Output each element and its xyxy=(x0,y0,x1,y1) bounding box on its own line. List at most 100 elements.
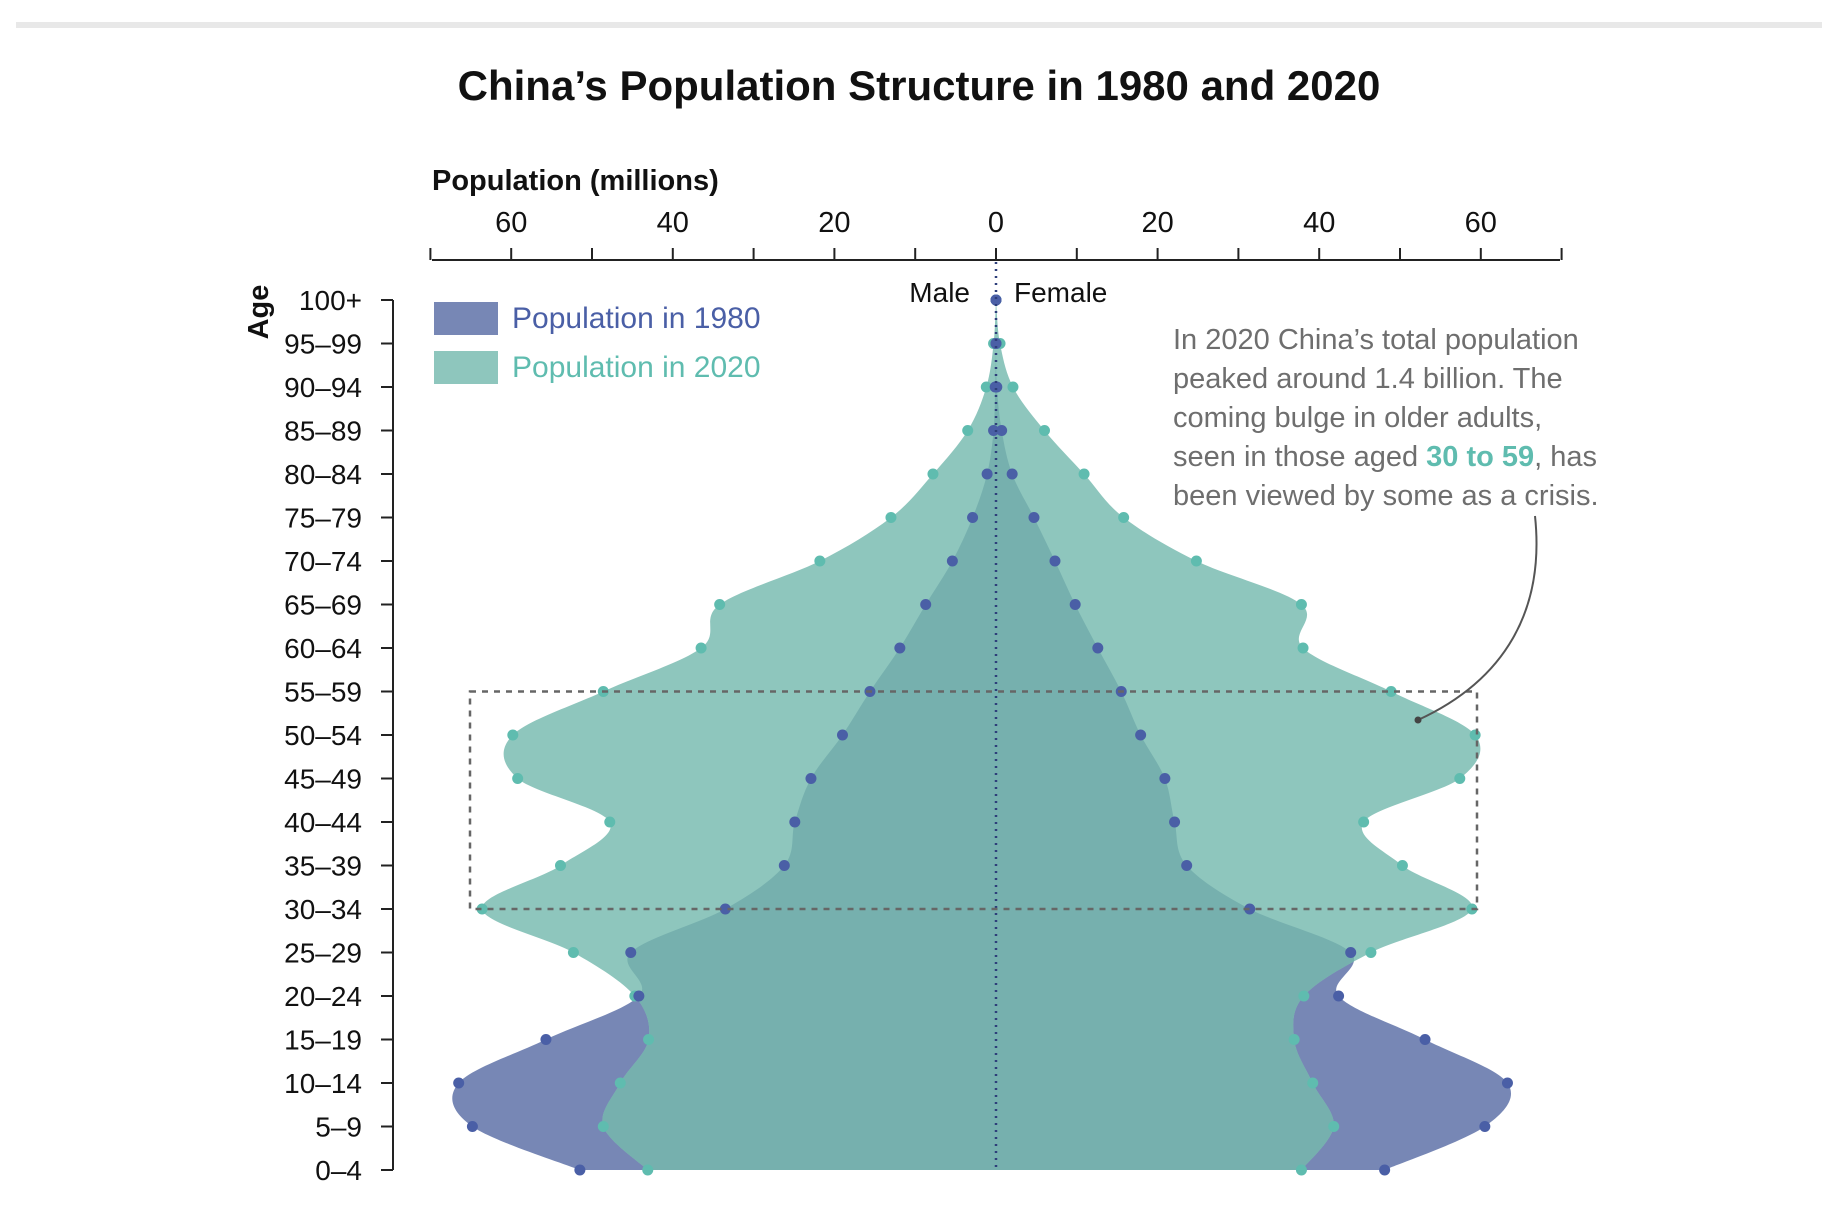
point-2020-female xyxy=(1454,773,1466,784)
point-1980-male xyxy=(625,947,637,958)
annotation: In 2020 China’s total population peaked … xyxy=(1173,324,1599,724)
point-2020-female xyxy=(1295,1164,1307,1176)
point-1980-female xyxy=(1501,1077,1513,1089)
y-axis: 0–4 5–9 10–14 15–19 20–24 25–29 30–34 35–39 40–4… xyxy=(284,285,394,1186)
annotation-leader-dot xyxy=(1414,716,1422,724)
point-2020-male xyxy=(695,642,707,654)
age-label: 55–59 xyxy=(284,677,362,708)
point-2020-male xyxy=(554,860,566,871)
point-2020-male xyxy=(980,381,992,393)
annotation-line-1: In 2020 China’s total population xyxy=(1173,324,1579,356)
point-1980-female xyxy=(1479,1121,1491,1132)
x-tick-label: 60 xyxy=(1465,207,1497,239)
point-2020-male xyxy=(643,1034,655,1045)
point-1980-male xyxy=(719,903,731,915)
annotation-line-5: been viewed by some as a crisis. xyxy=(1173,480,1599,512)
legend-swatch-2020 xyxy=(434,351,498,384)
point-2020-male xyxy=(714,599,726,610)
point-1980-female xyxy=(1333,990,1345,1002)
point-1980-male xyxy=(805,773,817,784)
point-2020-male xyxy=(642,1164,654,1176)
point-2020-male xyxy=(567,947,579,958)
point-2020-female xyxy=(1190,555,1202,567)
point-1980-male xyxy=(894,642,906,654)
point-1980-female xyxy=(1135,729,1147,741)
area-overlap xyxy=(482,300,1481,1170)
age-label: 0–4 xyxy=(315,1155,362,1186)
age-label: 85–89 xyxy=(284,416,362,447)
point-1980-male xyxy=(574,1164,586,1176)
point-2020-male xyxy=(885,512,897,523)
x-tick-label: 20 xyxy=(1141,207,1173,239)
point-1980-female xyxy=(1379,1164,1391,1176)
age-label: 25–29 xyxy=(284,938,362,969)
age-label: 95–99 xyxy=(284,329,362,360)
point-1980-male xyxy=(778,860,790,871)
annotation-line-4-start: seen in those aged xyxy=(1173,441,1426,473)
male-label: Male xyxy=(909,277,970,308)
x-axis: 60 40 20 0 20 40 60 xyxy=(429,207,1563,261)
age-label: 50–54 xyxy=(284,720,362,751)
annotation-line-4: seen in those aged 30 to 59, has xyxy=(1173,441,1597,473)
legend: Population in 1980 Population in 2020 xyxy=(434,302,761,384)
age-label: 90–94 xyxy=(284,372,362,403)
x-tick-label: 40 xyxy=(1303,207,1335,239)
age-label: 60–64 xyxy=(284,633,362,664)
point-2020-female xyxy=(1038,425,1050,436)
point-2020-female xyxy=(1078,468,1090,480)
annotation-leader-line xyxy=(1417,515,1538,721)
legend-label-2020: Population in 2020 xyxy=(512,351,761,384)
x-axis-title: Population (millions) xyxy=(432,165,719,197)
point-2020-female xyxy=(1396,860,1408,871)
point-2020-male xyxy=(512,773,524,784)
point-2020-male xyxy=(927,468,939,480)
x-tick-label: 20 xyxy=(818,207,850,239)
x-tick-label: 40 xyxy=(657,207,689,239)
point-2020-male xyxy=(604,816,616,828)
annotation-line-2: peaked around 1.4 billion. The xyxy=(1173,363,1563,395)
point-2020-female xyxy=(1469,729,1481,741)
pyramid-areas xyxy=(452,300,1512,1170)
point-2020-male xyxy=(597,1121,609,1132)
point-1980-male xyxy=(920,599,932,610)
female-label: Female xyxy=(1014,277,1107,308)
x-tick-label: 0 xyxy=(988,207,1004,239)
point-1980-male xyxy=(789,816,801,828)
point-1980-male xyxy=(836,729,848,741)
point-1980-male xyxy=(466,1121,478,1132)
top-rule xyxy=(16,22,1822,28)
point-2020-male xyxy=(962,425,974,436)
point-1980-male xyxy=(633,990,645,1002)
annotation-highlight: 30 to 59 xyxy=(1426,441,1534,473)
point-1980-female xyxy=(1092,642,1104,654)
point-1980-male xyxy=(453,1077,465,1089)
point-2020-female xyxy=(1297,642,1309,654)
age-label: 5–9 xyxy=(315,1112,362,1143)
point-1980-female xyxy=(1244,903,1256,915)
point-2020-female xyxy=(1358,816,1370,828)
legend-label-1980: Population in 1980 xyxy=(512,302,761,335)
highlight-box xyxy=(468,690,1479,911)
age-label: 80–84 xyxy=(284,459,362,490)
point-1980-male xyxy=(946,555,958,567)
x-tick-label: 60 xyxy=(495,207,527,239)
point-2020-female xyxy=(1295,599,1307,610)
age-label: 75–79 xyxy=(284,503,362,534)
age-label: 100+ xyxy=(299,285,362,316)
point-1980-female xyxy=(996,425,1008,436)
age-label: 10–14 xyxy=(284,1068,362,1099)
y-axis-title: Age xyxy=(243,285,275,340)
age-label: 70–74 xyxy=(284,546,362,577)
legend-swatch-1980 xyxy=(434,302,498,335)
age-label: 15–19 xyxy=(284,1025,362,1056)
point-2020-female xyxy=(1298,990,1310,1002)
point-2020-female xyxy=(1385,686,1397,697)
point-2020-male xyxy=(614,1077,626,1089)
age-label: 45–49 xyxy=(284,764,362,795)
point-1980-female xyxy=(1181,860,1193,871)
point-2020-female xyxy=(1328,1121,1340,1132)
point-2020-female xyxy=(1007,381,1019,393)
age-label: 30–34 xyxy=(284,894,362,925)
point-1980-male xyxy=(967,512,979,523)
point-1980-male xyxy=(988,425,1000,436)
